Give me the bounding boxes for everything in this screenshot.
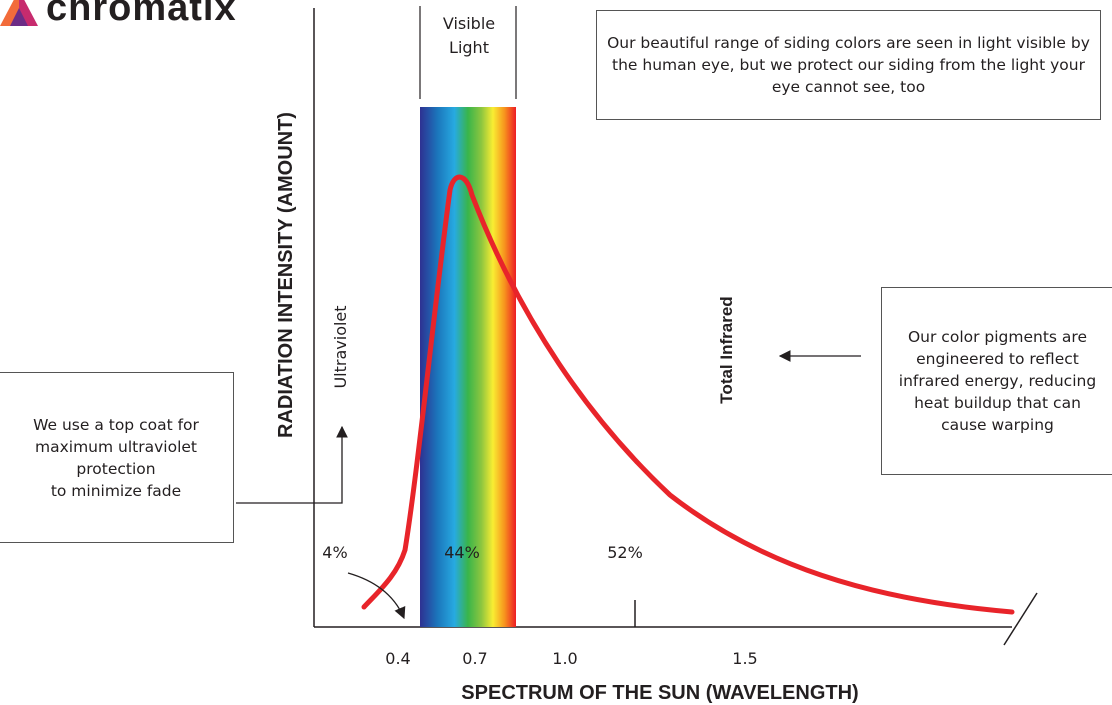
radiation-curve	[361, 174, 1015, 615]
infrared-label: Total Infrared	[717, 296, 736, 403]
visible-light-label: Visible Light	[443, 14, 495, 57]
tick-label: 0.7	[462, 649, 487, 668]
y-axis-label: RADIATION INTENSITY (AMOUNT)	[275, 112, 297, 438]
ultraviolet-note-text: We use a top coat for maximum ultraviole…	[33, 415, 199, 500]
visible-light-note: Our beautiful range of siding colors are…	[596, 10, 1101, 120]
infrared-percent: 52%	[607, 543, 643, 562]
brand-logo: chromatix	[0, 0, 237, 30]
ultraviolet-label: Ultraviolet	[331, 305, 350, 388]
tick-label: 0.4	[385, 649, 410, 668]
visible-percent: 44%	[444, 543, 480, 562]
axis-break-mark	[1003, 592, 1038, 646]
infrared-note: Our color pigments are engineered to ref…	[881, 287, 1112, 475]
visible-light-note-text: Our beautiful range of siding colors are…	[607, 34, 1090, 96]
tick-label: 1.5	[732, 649, 757, 668]
uv-curve-arrow	[347, 572, 406, 620]
tick-label: 1.0	[552, 649, 577, 668]
logo-mark-icon	[0, 0, 38, 26]
ultraviolet-note: We use a top coat for maximum ultraviole…	[0, 372, 234, 543]
uv-percent: 4%	[322, 543, 347, 562]
brand-name: chromatix	[46, 0, 237, 29]
x-axis-label: SPECTRUM OF THE SUN (WAVELENGTH)	[461, 682, 858, 704]
infrared-note-text: Our color pigments are engineered to ref…	[898, 328, 1097, 434]
uv-pointer-arrow	[236, 425, 348, 504]
visible-spectrum-band	[420, 107, 516, 627]
